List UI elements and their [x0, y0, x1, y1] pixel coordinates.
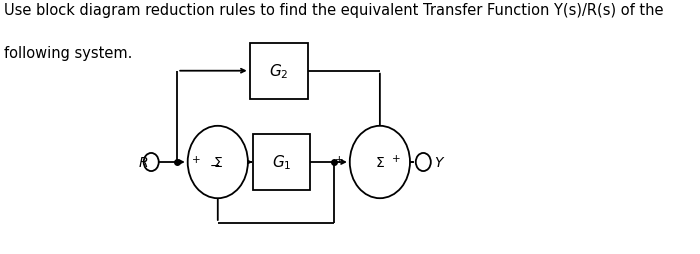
Text: +: + — [392, 154, 400, 164]
Text: $G_1$: $G_1$ — [272, 153, 291, 172]
Ellipse shape — [350, 126, 410, 198]
FancyBboxPatch shape — [250, 44, 307, 99]
Ellipse shape — [188, 126, 248, 198]
Text: Use block diagram reduction rules to find the equivalent Transfer Function Y(s)/: Use block diagram reduction rules to fin… — [4, 3, 663, 18]
Text: +: + — [193, 154, 201, 164]
Text: following system.: following system. — [4, 46, 132, 61]
Text: −: − — [209, 160, 220, 172]
Text: R: R — [139, 155, 148, 169]
Text: +: + — [335, 154, 344, 165]
FancyBboxPatch shape — [253, 135, 310, 190]
Text: Σ: Σ — [375, 155, 384, 169]
Text: $G_2$: $G_2$ — [269, 62, 288, 81]
Text: Σ: Σ — [214, 155, 222, 169]
Text: Y: Y — [434, 155, 442, 169]
